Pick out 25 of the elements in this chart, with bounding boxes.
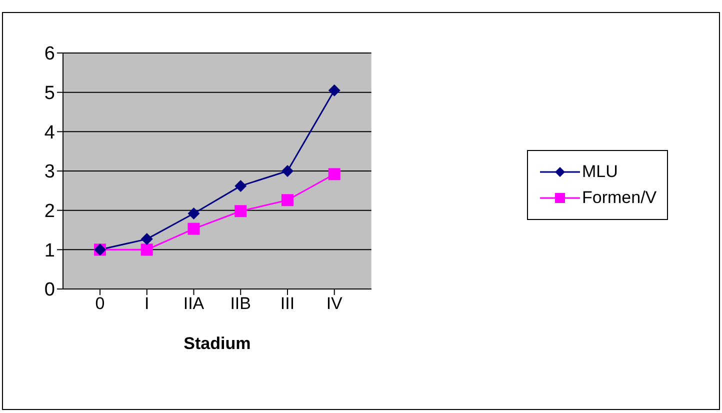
point (281, 194, 294, 206)
y-tick-label: 6 (44, 44, 55, 65)
y-tick-label: 4 (44, 122, 56, 144)
x-tick-label: IV (326, 294, 344, 314)
x-tick-label: IIA (183, 294, 205, 314)
point (234, 205, 247, 218)
legend-label: MLU (582, 162, 618, 182)
point (188, 222, 200, 235)
point (328, 84, 340, 96)
y-tick-label: 3 (44, 162, 55, 183)
x-tick-label: 0 (95, 294, 105, 314)
x-tick-label: I (144, 294, 150, 314)
legend-label: Formen/V (582, 188, 657, 208)
x-tick-label: IIB (230, 294, 252, 314)
x-tick-label: III (280, 294, 295, 314)
point (188, 207, 200, 220)
y-tick-label: 2 (44, 201, 55, 222)
y-tick-label: 1 (44, 240, 55, 262)
point (140, 233, 153, 246)
y-tick-label: 5 (44, 83, 55, 104)
x-axis-title: Stadium (184, 334, 251, 353)
point (328, 168, 340, 180)
point (140, 244, 153, 256)
point (234, 180, 247, 192)
point (281, 165, 294, 177)
